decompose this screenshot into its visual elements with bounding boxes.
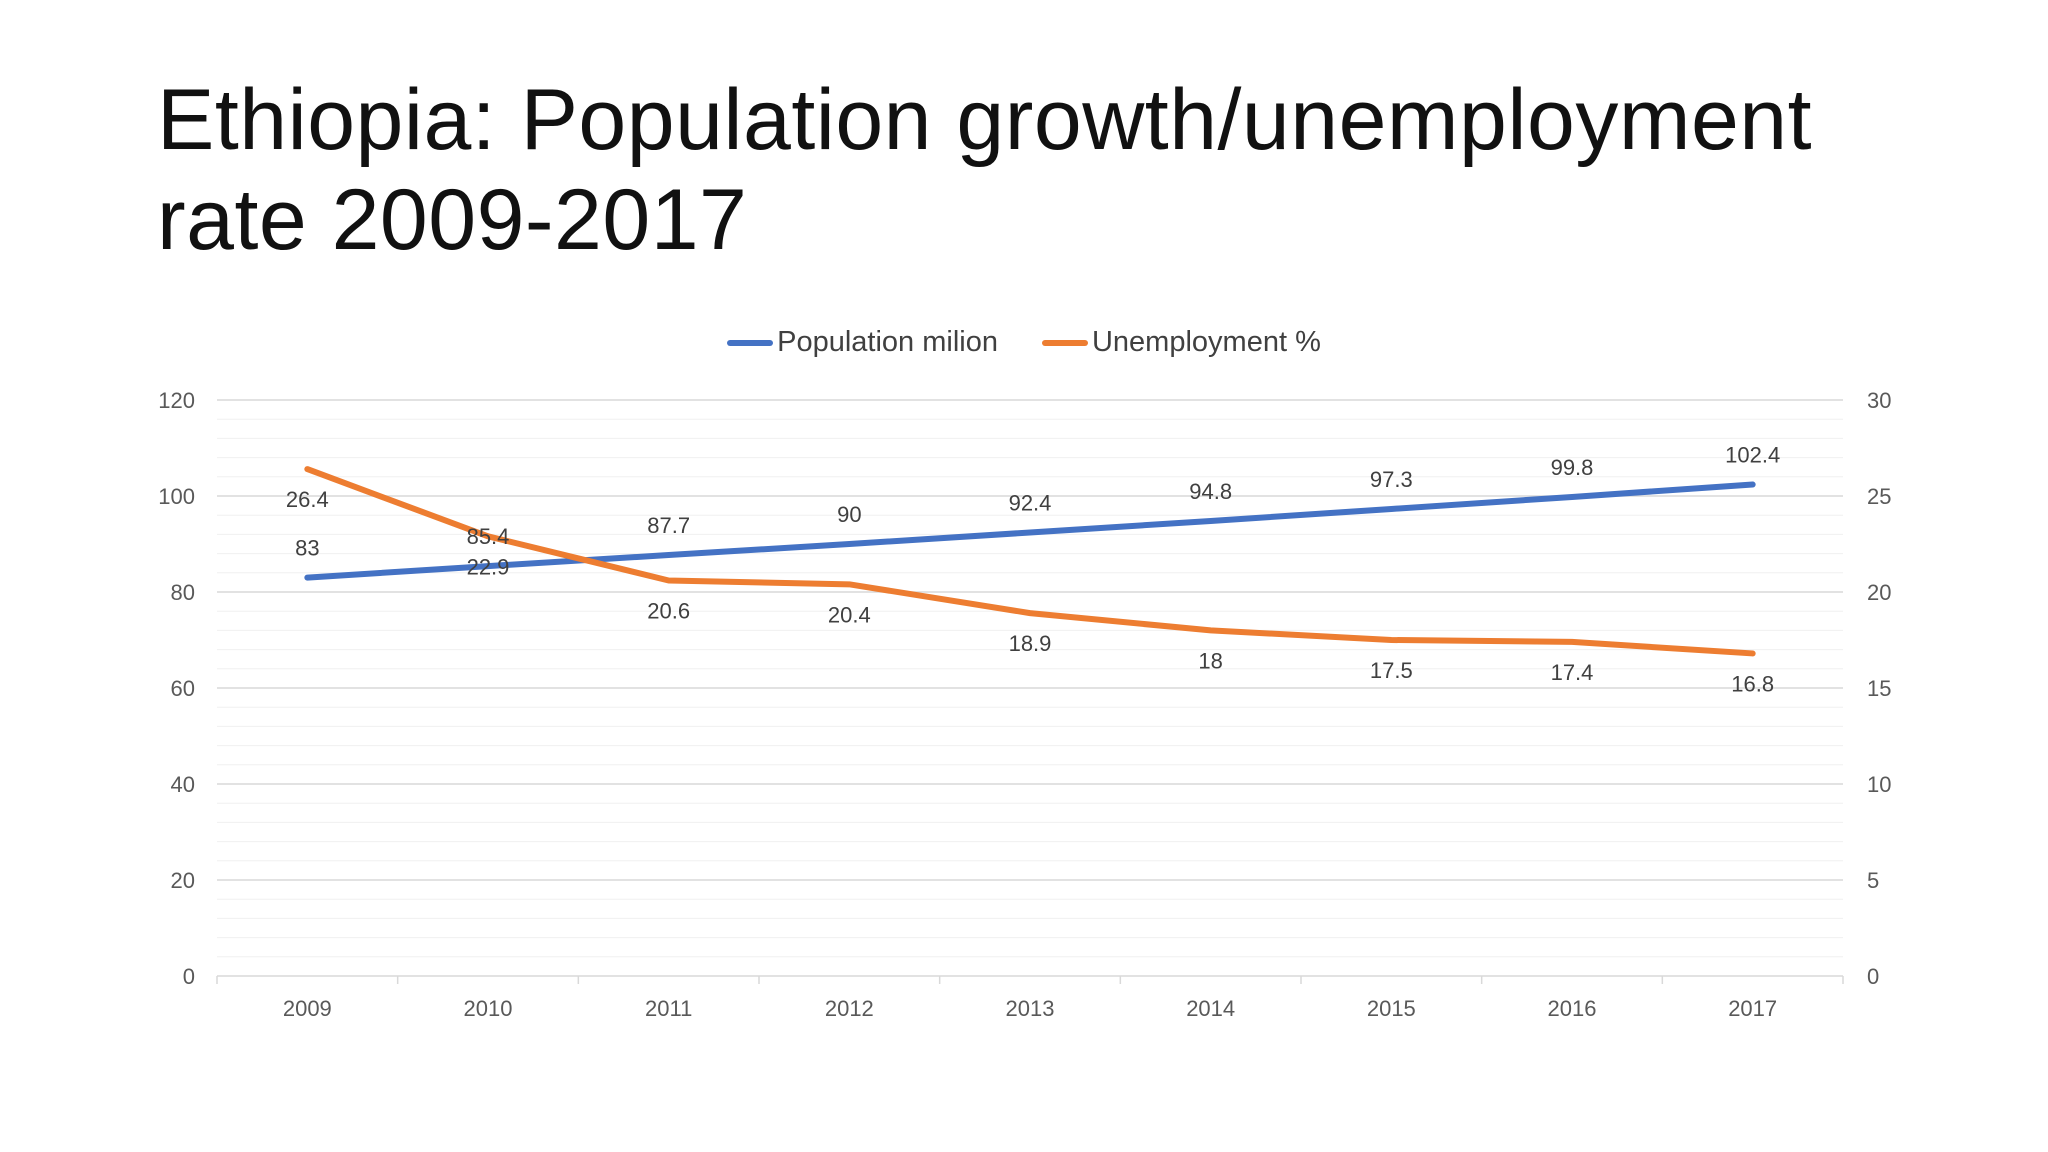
y-right-tick-label: 15: [1867, 676, 1891, 701]
y-right-tick-label: 10: [1867, 772, 1891, 797]
legend-swatch-population: [727, 339, 774, 346]
legend-label-population: Population milion: [777, 326, 998, 358]
unemployment-data-label: 20.6: [647, 598, 690, 623]
population-data-label: 99.8: [1551, 455, 1594, 480]
unemployment-data-label: 26.4: [286, 487, 329, 512]
y-right-tick-label: 0: [1867, 964, 1879, 989]
legend-label-unemployment: Unemployment %: [1091, 326, 1321, 358]
population-series-line: [304, 481, 1756, 581]
x-tick-label: 2011: [645, 996, 692, 1021]
title-line-2: rate 2009-2017: [157, 172, 748, 268]
population-data-label: 90: [837, 502, 861, 527]
x-tick-label: 2016: [1548, 996, 1597, 1021]
population-data-label: 97.3: [1370, 467, 1413, 492]
y-right-tick-label: 30: [1867, 388, 1891, 413]
x-tick-label: 2012: [825, 996, 874, 1021]
unemployment-data-label: 16.8: [1731, 671, 1774, 696]
y-left-tick-label: 100: [158, 484, 195, 509]
unemployment-data-label: 17.4: [1551, 660, 1594, 685]
x-tick-label: 2009: [283, 996, 332, 1021]
x-tick-label: 2017: [1728, 996, 1777, 1021]
x-tick-label: 2010: [464, 996, 513, 1021]
y-left-tick-label: 60: [171, 676, 195, 701]
title-line-1: Ethiopia: Population growth/unemployment: [157, 72, 1813, 168]
population-data-label: 83: [295, 536, 319, 561]
y-left-tick-label: 80: [171, 580, 195, 605]
x-tick-label: 2014: [1186, 996, 1235, 1021]
y-right-tick-label: 20: [1867, 580, 1891, 605]
x-tick-label: 2015: [1367, 996, 1416, 1021]
unemployment-data-label: 22.9: [467, 554, 510, 579]
population-data-label: 92.4: [1009, 490, 1052, 515]
unemployment-data-label: 18.9: [1009, 631, 1052, 656]
y-left-tick-label: 20: [171, 868, 195, 893]
population-data-label: 87.7: [647, 513, 690, 538]
legend-swatch-unemployment: [1041, 339, 1088, 346]
x-tick-label: 2013: [1006, 996, 1055, 1021]
unemployment-series-line: [304, 466, 1756, 657]
y-left-tick-label: 0: [183, 964, 195, 989]
population-data-label: 94.8: [1189, 479, 1232, 504]
unemployment-data-label: 20.4: [828, 602, 871, 627]
y-right-tick-label: 25: [1867, 484, 1891, 509]
population-data-label: 102.4: [1725, 442, 1780, 467]
population-data-label: 85.4: [467, 524, 510, 549]
y-right-tick-label: 5: [1867, 868, 1879, 893]
legend-item-population: Population milion: [727, 326, 998, 359]
slide-title: Ethiopia: Population growth/unemployment…: [157, 70, 1997, 270]
y-left-tick-label: 40: [171, 772, 195, 797]
legend-item-unemployment: Unemployment %: [1041, 326, 1321, 359]
y-left-tick-label: 120: [158, 388, 195, 413]
unemployment-data-label: 17.5: [1370, 658, 1413, 683]
unemployment-data-label: 18: [1198, 648, 1222, 673]
chart-legend: Population milion Unemployment %: [0, 326, 2048, 359]
